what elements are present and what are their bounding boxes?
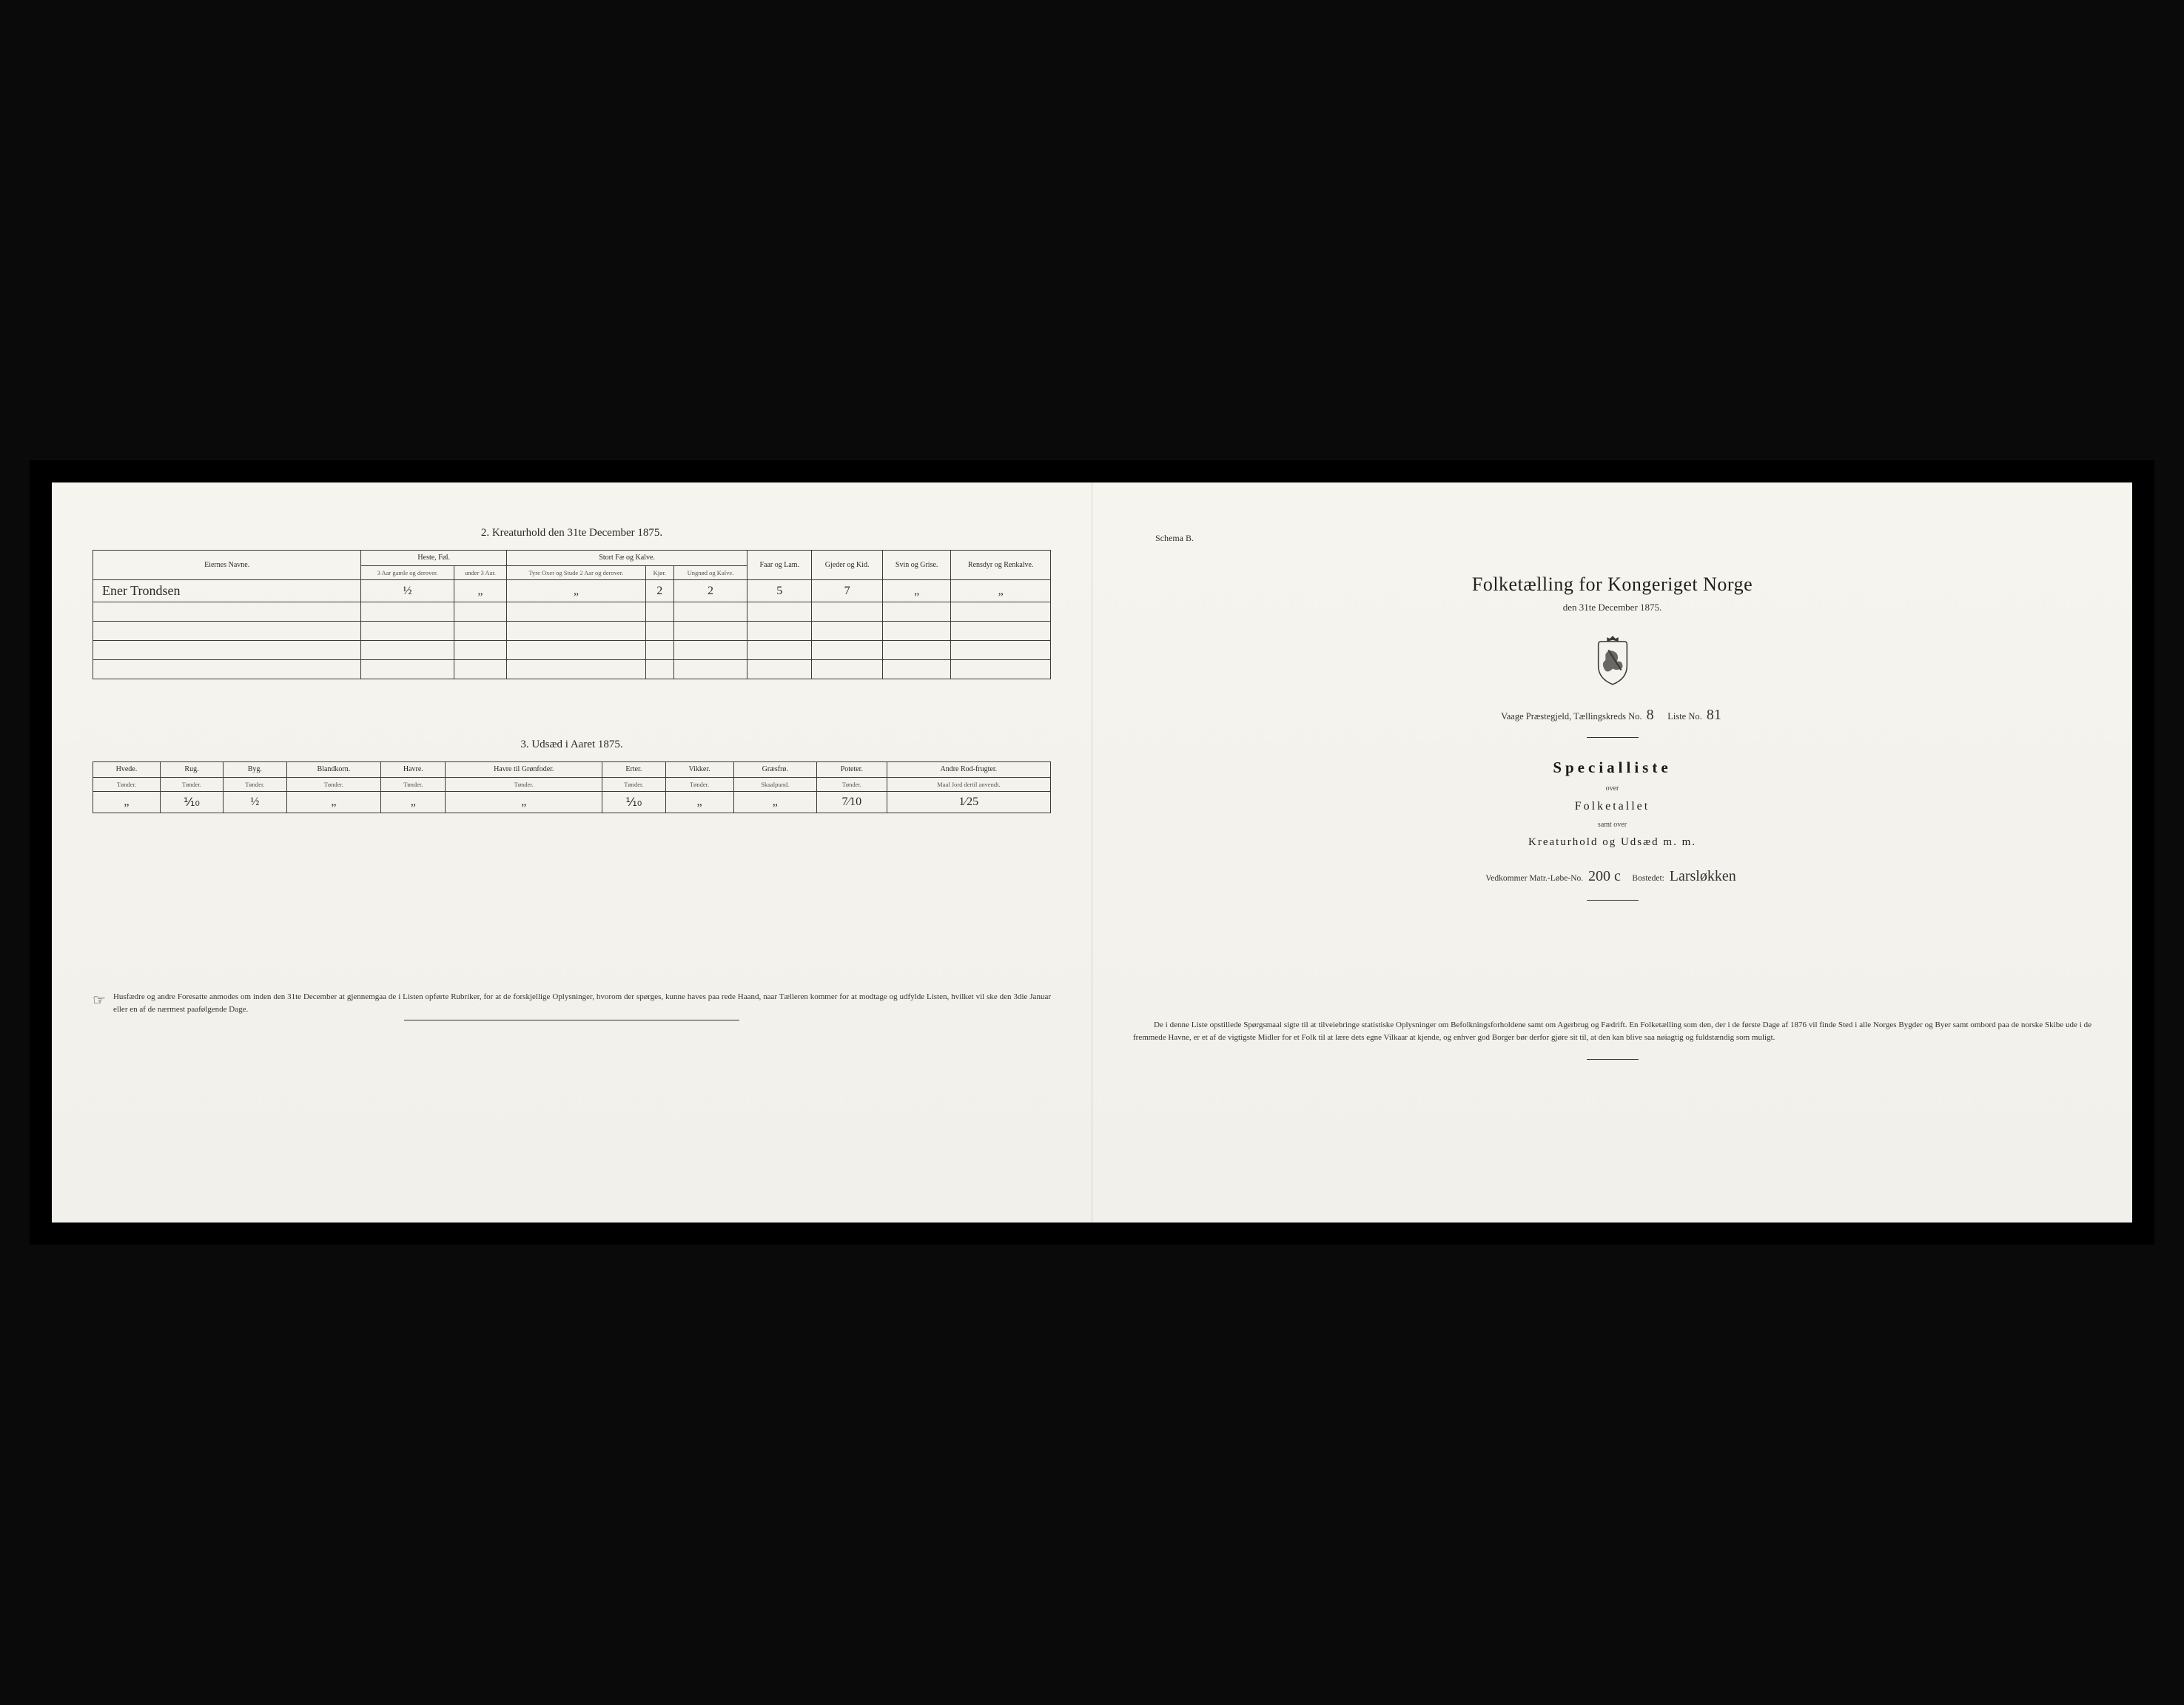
unit: Tønder. [665, 778, 733, 792]
over-label: over [1133, 784, 2091, 793]
col: Blandkorn. [286, 762, 381, 778]
cell: 7⁄10 [816, 792, 887, 813]
unit: Skaalpund. [733, 778, 816, 792]
table-row [93, 602, 1051, 622]
cell: ⅒ [602, 792, 665, 813]
table-row [93, 641, 1051, 660]
coat-of-arms-icon [1591, 634, 1634, 686]
col-pig: Svin og Grise. [882, 551, 951, 580]
col: Rug. [160, 762, 223, 778]
scan-frame: 2. Kreaturhold den 31te December 1875. E… [30, 460, 2154, 1245]
main-title: Folketælling for Kongeriget Norge [1133, 574, 2091, 596]
cell: „ [93, 792, 161, 813]
col-h1: 3 Aar gamle og derover. [361, 566, 454, 580]
unit: Tønder. [816, 778, 887, 792]
kreds-number: 8 [1644, 707, 1656, 723]
col-goat: Gjeder og Kid. [812, 551, 883, 580]
cell: 7 [812, 580, 883, 602]
document-spread: 2. Kreaturhold den 31te December 1875. E… [52, 482, 2132, 1223]
matr-number: 200 c [1585, 868, 1624, 884]
left-page: 2. Kreaturhold den 31te December 1875. E… [52, 482, 1092, 1223]
cell: 5 [747, 580, 812, 602]
footer-rule [1587, 1059, 1639, 1060]
col-c2: Kjør. [645, 566, 673, 580]
col-sheep: Faar og Lam. [747, 551, 812, 580]
col: Hvede. [93, 762, 161, 778]
cell: 1⁄25 [887, 792, 1050, 813]
cell: ⅒ [160, 792, 223, 813]
col-owner: Eiernes Navne. [93, 551, 361, 580]
unit: Tønder. [160, 778, 223, 792]
col-group-horses: Heste, Føl. [361, 551, 507, 566]
cell: „ [454, 580, 506, 602]
cell: ½ [224, 792, 286, 813]
col: Poteter. [816, 762, 887, 778]
col-group-cattle: Stort Fæ og Kalve. [507, 551, 747, 566]
cell: 2 [645, 580, 673, 602]
cell: „ [507, 580, 646, 602]
col-c3: Ungnød og Kalve. [673, 566, 747, 580]
table-row: Ener Trondsen ½ „ „ 2 2 5 7 „ „ [93, 580, 1051, 602]
cell: „ [951, 580, 1051, 602]
unit: Tønder. [602, 778, 665, 792]
divider [1587, 900, 1639, 901]
col-c1: Tyre Oxer og Stude 2 Aar og derover. [507, 566, 646, 580]
col: Erter. [602, 762, 665, 778]
col: Havre. [381, 762, 446, 778]
liste-label: Liste No. [1667, 711, 1702, 722]
col: Andre Rod-frugter. [887, 762, 1050, 778]
col: Havre til Grønfoder. [446, 762, 602, 778]
section-2-title: 2. Kreaturhold den 31te December 1875. [93, 527, 1051, 539]
col-h2: under 3 Aar. [454, 566, 506, 580]
bosted-name: Larsløkken [1667, 868, 1739, 884]
date-line: den 31te December 1875. [1133, 602, 2091, 613]
schema-label: Schema B. [1155, 533, 2091, 544]
cell: „ [446, 792, 602, 813]
table-row [93, 622, 1051, 641]
left-footer: ☞ Husfædre og andre Foresatte anmodes om… [93, 991, 1051, 1015]
right-footer-text: De i denne Liste opstillede Spørgsmaal s… [1133, 1019, 2091, 1044]
table-row [93, 660, 1051, 679]
col-rein: Rensdyr og Renkalve. [951, 551, 1051, 580]
unit: Tønder. [224, 778, 286, 792]
owner-name: Ener Trondsen [93, 580, 361, 602]
unit: Tønder. [286, 778, 381, 792]
matr-label: Vedkommer Matr.-Løbe-No. [1485, 874, 1583, 883]
bosted-label: Bostedet: [1632, 874, 1664, 883]
pointing-hand-icon: ☞ [93, 989, 106, 1015]
table-row: „ ⅒ ½ „ „ „ ⅒ „ „ 7⁄10 1⁄25 [93, 792, 1051, 813]
samt-label: samt over [1133, 821, 2091, 829]
matr-line: Vedkommer Matr.-Løbe-No. 200 c Bostedet:… [1133, 868, 2091, 885]
parish-line: Vaage Præstegjeld, Tællingskreds No. 8 L… [1133, 707, 2091, 724]
cell: 2 [673, 580, 747, 602]
unit: Tønder. [93, 778, 161, 792]
footer-text: Husfædre og andre Foresatte anmodes om i… [113, 991, 1051, 1015]
kreatur-heading: Kreaturhold og Udsæd m. m. [1133, 836, 2091, 849]
right-page: Schema B. Folketælling for Kongeriget No… [1092, 482, 2132, 1223]
liste-number: 81 [1704, 707, 1724, 723]
cell: ½ [361, 580, 454, 602]
cell: „ [381, 792, 446, 813]
unit: Tønder. [381, 778, 446, 792]
cell: „ [665, 792, 733, 813]
cell: „ [733, 792, 816, 813]
col: Byg. [224, 762, 286, 778]
cell: „ [286, 792, 381, 813]
col: Græsfrø. [733, 762, 816, 778]
seed-table: Hvede. Rug. Byg. Blandkorn. Havre. Havre… [93, 761, 1051, 813]
folketallet-heading: Folketallet [1133, 800, 2091, 813]
livestock-table: Eiernes Navne. Heste, Føl. Stort Fæ og K… [93, 550, 1051, 679]
specialliste-heading: Specialliste [1133, 759, 2091, 777]
col: Vikker. [665, 762, 733, 778]
section-3-title: 3. Udsæd i Aaret 1875. [93, 739, 1051, 751]
unit: Tønder. [446, 778, 602, 792]
cell: „ [882, 580, 951, 602]
unit: Maal Jord dertil anvendt. [887, 778, 1050, 792]
divider [1587, 737, 1639, 738]
parish-text: Vaage Præstegjeld, Tællingskreds No. [1501, 711, 1642, 722]
